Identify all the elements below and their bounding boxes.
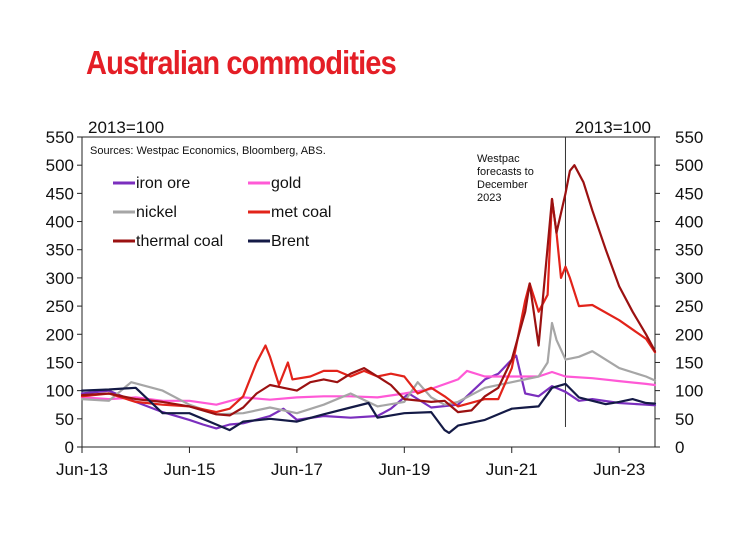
y-tick-label-left: 150	[46, 353, 74, 372]
legend-label-gold: gold	[271, 175, 301, 192]
x-tick-label: Jun-19	[378, 460, 430, 479]
plot-frame	[81, 136, 656, 448]
y-tick-label-left: 450	[46, 184, 74, 203]
forecast-annotation-line: forecasts to	[477, 166, 534, 178]
y-tick-label-left: 350	[46, 241, 74, 260]
y-tick-label-left: 400	[46, 213, 74, 232]
y-tick-label-right: 350	[675, 241, 703, 260]
x-tick-label: Jun-15	[163, 460, 215, 479]
x-tick-label: Jun-21	[486, 460, 538, 479]
right-axis-unit-label: 2013=100	[575, 118, 651, 137]
legend-label-thermal-coal: thermal coal	[136, 233, 223, 250]
legend-label-nickel: nickel	[136, 204, 177, 221]
series-line-met-coal	[80, 197, 657, 414]
y-tick-label-right: 500	[675, 156, 703, 175]
y-tick-label-right: 200	[675, 325, 703, 344]
series-line-brent	[80, 382, 657, 434]
y-tick-label-right: 550	[675, 128, 703, 147]
series-layer	[80, 164, 657, 434]
forecast-annotation: Westpac forecasts to December 2023	[477, 153, 534, 204]
y-tick-label-right: 150	[675, 353, 703, 372]
series-line-thermal-coal	[80, 164, 657, 417]
y-tick-label-left: 50	[55, 410, 74, 429]
legend-label-brent: Brent	[271, 233, 310, 250]
y-tick-label-right: 250	[675, 297, 703, 316]
forecast-annotation-line: 2023	[477, 192, 501, 204]
y-tick-label-left: 250	[46, 297, 74, 316]
chart-title: Australian commodities	[86, 44, 397, 81]
y-tick-label-right: 0	[675, 438, 684, 457]
x-tick-label: Jun-23	[593, 460, 645, 479]
y-tick-label-left: 200	[46, 325, 74, 344]
y-tick-label-left: 0	[65, 438, 74, 457]
series-line-gold	[80, 369, 657, 406]
legend: iron ore gold nickel met coal thermal coal Br…	[113, 175, 331, 250]
forecast-annotation-line: December	[477, 179, 528, 191]
y-tick-label-right: 450	[675, 184, 703, 203]
source-note: Sources: Westpac Economics, Bloomberg, A…	[90, 145, 326, 157]
legend-label-met-coal: met coal	[271, 204, 331, 221]
y-tick-label-right: 50	[675, 410, 694, 429]
y-tick-label-left: 300	[46, 269, 74, 288]
y-tick-label-right: 300	[675, 269, 703, 288]
y-tick-label-right: 100	[675, 382, 703, 401]
legend-label-iron-ore: iron ore	[136, 175, 190, 192]
forecast-annotation-line: Westpac	[477, 153, 520, 165]
x-tick-label: Jun-13	[56, 460, 108, 479]
y-tick-label-left: 550	[46, 128, 74, 147]
y-tick-label-left: 500	[46, 156, 74, 175]
y-tick-label-left: 100	[46, 382, 74, 401]
series-line-iron-ore	[80, 354, 657, 430]
x-tick-label: Jun-17	[271, 460, 323, 479]
left-axis-unit-label: 2013=100	[88, 118, 164, 137]
y-tick-label-right: 400	[675, 213, 703, 232]
axes-layer: 0 0 50 50 100 100 150 150 200 200 250 250 300 300 350 3…	[46, 128, 704, 479]
